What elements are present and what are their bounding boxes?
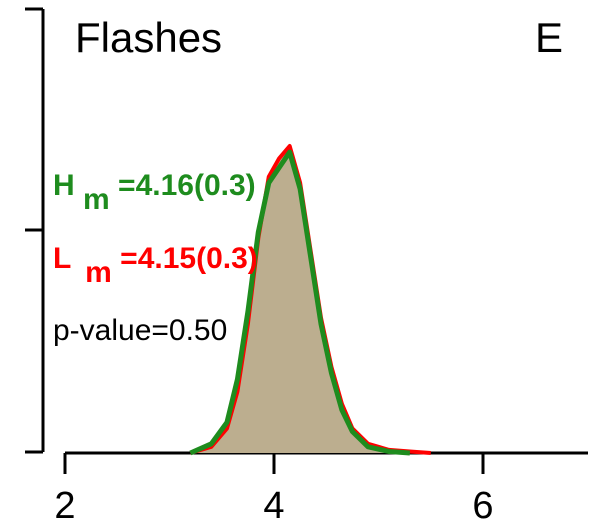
x-tick-label: 2: [54, 485, 75, 527]
h-subscript: m: [83, 183, 110, 216]
p-value: p-value=0.50: [53, 314, 227, 347]
panel-letter: E: [535, 14, 563, 61]
panel-title: Flashes: [75, 14, 222, 61]
l-subscript: m: [85, 256, 112, 289]
x-axis-ticks: 2468: [54, 453, 611, 527]
y-axis-ticks: [25, 9, 43, 452]
h-annotation: H m =4.16(0.3): [53, 169, 256, 216]
l-label: L: [53, 242, 71, 275]
l-annotation: L m =4.15(0.3): [53, 242, 258, 289]
h-label: H: [53, 169, 75, 202]
x-tick-label: 6: [472, 485, 493, 527]
l-value: =4.15(0.3): [120, 242, 258, 275]
h-value: =4.16(0.3): [118, 169, 256, 202]
x-tick-label: 4: [263, 485, 284, 527]
